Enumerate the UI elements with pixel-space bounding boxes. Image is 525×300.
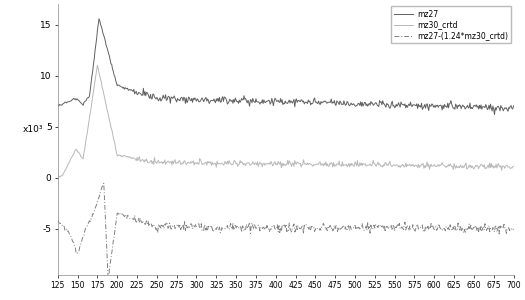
Line: mz30_crtd: mz30_crtd [58, 65, 513, 177]
Line: mz27: mz27 [58, 19, 513, 115]
mz27 [363, 104, 369, 107]
mz27 [453, 104, 459, 108]
mz27-(1.24*mz30_crtd) [216, 228, 222, 232]
mz30_crtd [216, 162, 222, 165]
mz27-(1.24*mz30_crtd) [55, 219, 61, 222]
mz27-(1.24*mz30_crtd) [454, 228, 460, 232]
mz27-(1.24*mz30_crtd) [364, 229, 370, 232]
Y-axis label: x10³: x10³ [23, 125, 43, 134]
mz27-(1.24*mz30_crtd) [486, 224, 492, 227]
mz27 [485, 106, 491, 110]
mz27 [96, 17, 102, 21]
mz27-(1.24*mz30_crtd) [330, 227, 337, 231]
mz27 [215, 97, 221, 100]
Legend: mz27, mz30_crtd, mz27-(1.24*mz30_crtd): mz27, mz30_crtd, mz27-(1.24*mz30_crtd) [391, 7, 511, 44]
mz30_crtd [330, 161, 337, 164]
mz30_crtd [454, 166, 460, 169]
mz27 [330, 100, 336, 104]
mz30_crtd [364, 164, 370, 167]
Line: mz27-(1.24*mz30_crtd): mz27-(1.24*mz30_crtd) [58, 183, 513, 288]
mz27-(1.24*mz30_crtd) [57, 222, 64, 225]
mz30_crtd [510, 165, 517, 168]
mz30_crtd [55, 174, 61, 177]
mz27-(1.24*mz30_crtd) [106, 286, 112, 290]
mz27 [491, 113, 498, 116]
mz27-(1.24*mz30_crtd) [510, 228, 517, 232]
mz27 [510, 104, 517, 108]
mz27 [55, 104, 61, 107]
mz27-(1.24*mz30_crtd) [101, 182, 107, 185]
mz30_crtd [57, 175, 64, 179]
mz30_crtd [486, 166, 492, 170]
mz30_crtd [94, 64, 101, 67]
mz27 [57, 103, 64, 107]
mz30_crtd [58, 174, 64, 178]
